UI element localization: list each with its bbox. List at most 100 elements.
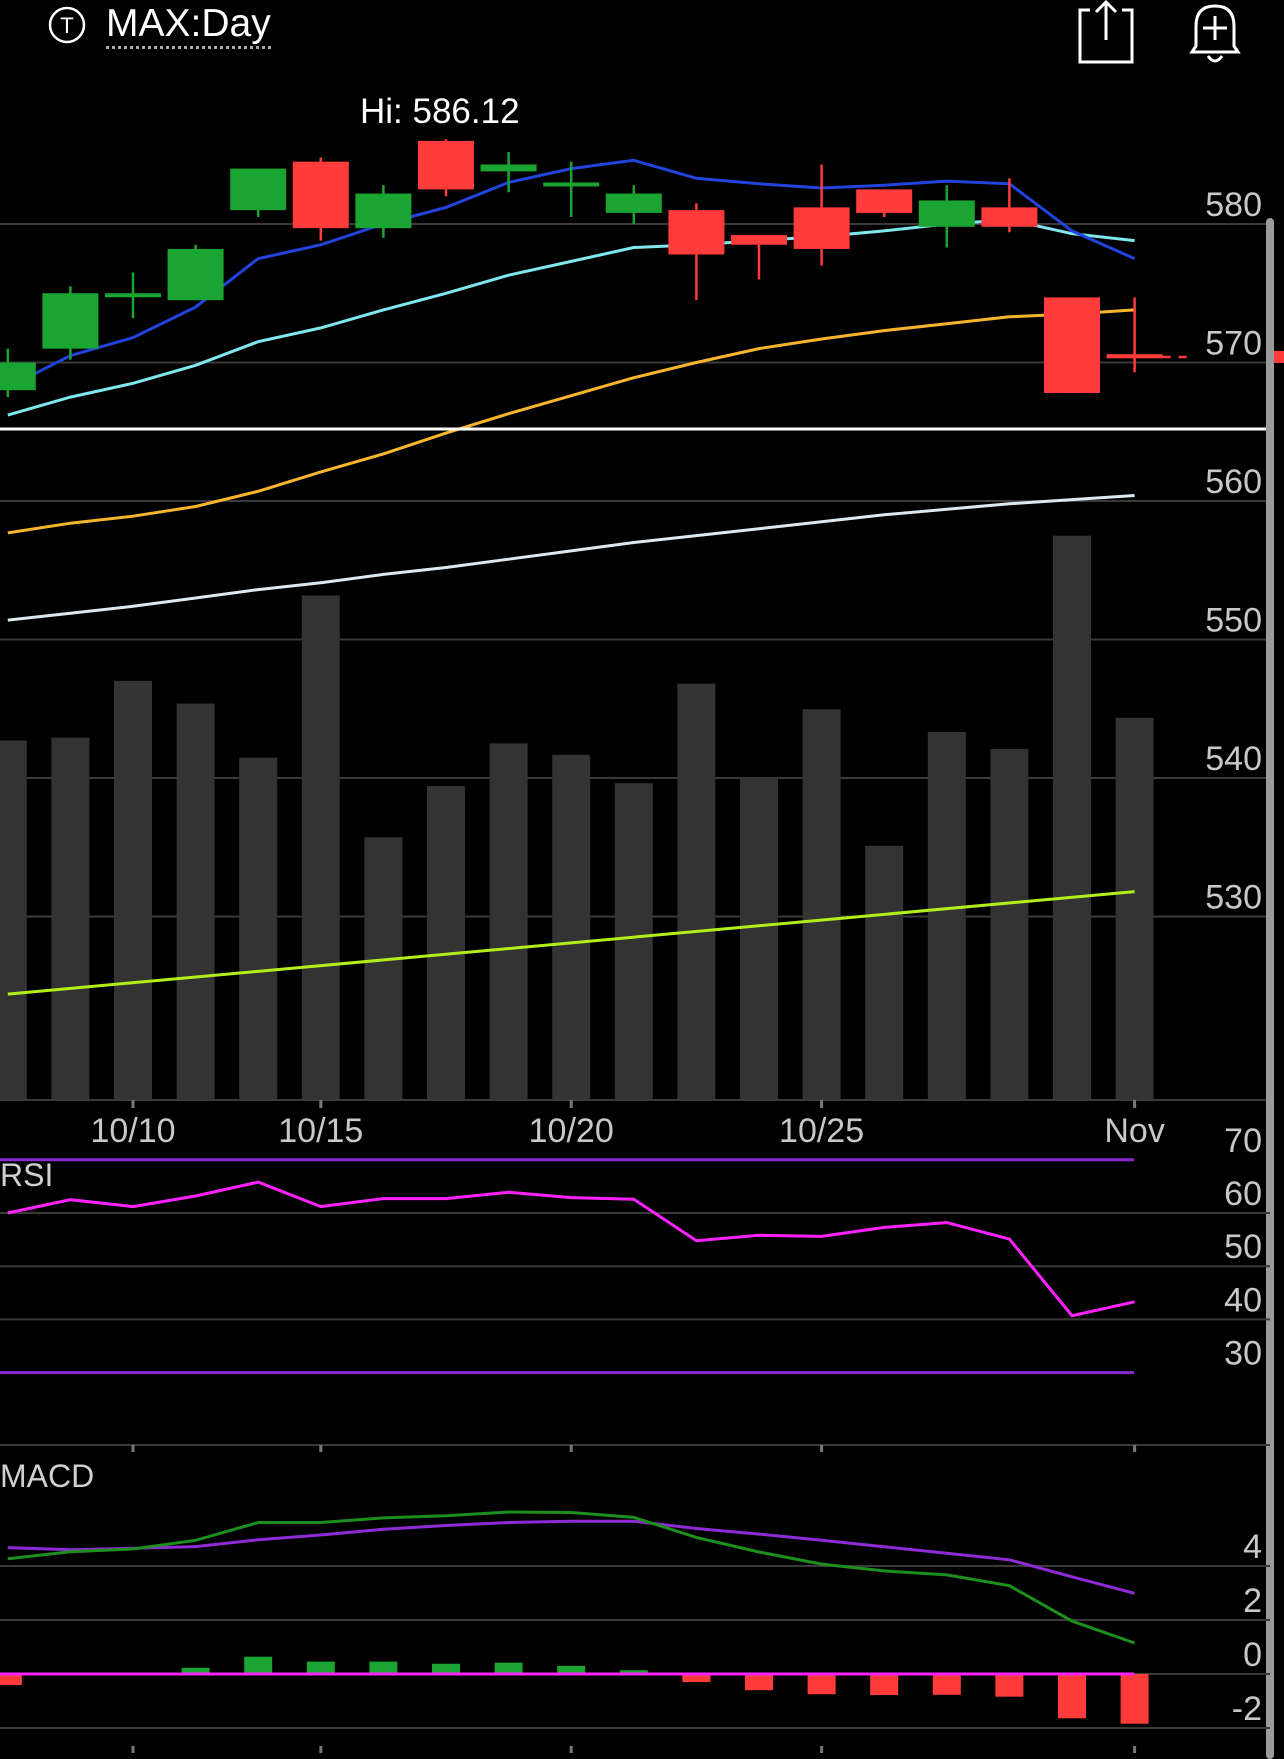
- volume-bar: [1053, 535, 1091, 1099]
- volume-bar: [802, 709, 841, 1099]
- candle-body: [793, 207, 850, 249]
- candle-body: [230, 168, 287, 211]
- add-alert-bell-icon[interactable]: [1182, 0, 1248, 66]
- macd-line: [7, 1510, 1136, 1645]
- ma-orange-line: [7, 308, 1135, 535]
- volume-bar: [990, 749, 1029, 1099]
- macd-histogram-bar: [181, 1667, 210, 1674]
- candle-body: [1044, 297, 1100, 393]
- volume-bars: [0, 535, 1154, 1099]
- date-tick-label: Nov: [1104, 1112, 1164, 1150]
- candle: [731, 235, 787, 280]
- candle: [42, 286, 99, 360]
- candle-body: [668, 210, 725, 255]
- rsi-tick-label: 50: [1224, 1228, 1262, 1266]
- candle-body: [418, 140, 474, 190]
- volume-bar: [927, 731, 966, 1099]
- candle-body: [167, 248, 224, 301]
- volume-bar: [427, 786, 465, 1099]
- date-axis-labels: 10/10 10/15 10/20 10/25 Nov: [90, 1100, 1165, 1150]
- ma-lime-line: [7, 890, 1135, 996]
- candle: [167, 244, 224, 301]
- rsi-title: RSI: [0, 1157, 53, 1193]
- price-tick-label: 570: [1205, 325, 1262, 363]
- macd-histogram-bar: [619, 1670, 648, 1674]
- macd-histogram-bar: [244, 1656, 273, 1674]
- macd-tick-label: -2: [1232, 1690, 1262, 1728]
- price-tick-label: 580: [1205, 186, 1262, 224]
- candle: [543, 161, 600, 218]
- date-tick-label: 10/15: [278, 1112, 363, 1150]
- candle: [918, 185, 975, 248]
- candle: [1106, 297, 1163, 373]
- candle-body: [856, 189, 913, 213]
- candle-body: [480, 164, 537, 172]
- share-icon[interactable]: [1076, 0, 1136, 66]
- candle-body: [355, 193, 412, 229]
- candle: [981, 178, 1038, 233]
- volume-bar: [301, 595, 340, 1099]
- volume-bar: [176, 703, 215, 1099]
- rsi-tick-label: 30: [1224, 1335, 1262, 1373]
- volume-bar: [614, 783, 653, 1099]
- macd-histogram-bar: [807, 1674, 836, 1695]
- last-price-marker: [1272, 350, 1284, 363]
- macd-histogram-bar: [995, 1674, 1024, 1697]
- macd-histogram-bar: [1058, 1674, 1086, 1719]
- volume-bar: [1115, 717, 1154, 1099]
- candle-body: [605, 193, 662, 213]
- chart-scrollbar[interactable]: [1266, 218, 1274, 1759]
- price-tick-label: 530: [1205, 879, 1262, 917]
- candle-body: [731, 235, 787, 245]
- volume-bar: [489, 743, 528, 1099]
- macd-tick-label: 2: [1243, 1582, 1262, 1620]
- candle-body: [105, 293, 161, 298]
- volume-bar: [740, 777, 778, 1099]
- candle: [230, 168, 287, 218]
- date-tick-label: 10/10: [90, 1112, 175, 1150]
- symbol-timeframe-selector[interactable]: MAX:Day: [106, 2, 271, 49]
- candle: [793, 164, 850, 266]
- macd-tick-label: 0: [1243, 1636, 1262, 1674]
- macd-pane: MACD 4 2 0 -2: [0, 1458, 1270, 1753]
- date-tick-label: 10/20: [529, 1112, 614, 1150]
- macd-histogram-bar: [432, 1663, 460, 1674]
- candle-body: [981, 207, 1038, 227]
- svg-text:T: T: [60, 13, 73, 38]
- candle: [605, 185, 662, 224]
- macd-histogram-bar: [682, 1674, 711, 1683]
- candle-body: [42, 293, 99, 349]
- ticker-type-icon: T: [48, 6, 86, 44]
- ma-white-line: [7, 494, 1135, 622]
- volume-bar: [364, 837, 403, 1099]
- rsi-pane: RSI 70 60 50 40 30: [0, 1122, 1270, 1452]
- candle-body: [543, 182, 600, 187]
- rsi-line: [7, 1180, 1135, 1318]
- rsi-tick-label: 40: [1224, 1281, 1262, 1319]
- candle: [1044, 297, 1100, 393]
- candle-body: [0, 362, 36, 391]
- candle: [0, 348, 36, 398]
- price-tick-label: 560: [1205, 463, 1262, 501]
- candle: [292, 157, 349, 241]
- volume-bar: [677, 683, 716, 1099]
- volume-bar: [239, 757, 278, 1099]
- macd-histogram-bar: [369, 1661, 398, 1674]
- rsi-tick-label: 70: [1224, 1122, 1262, 1160]
- macd-histogram-bar: [932, 1674, 961, 1695]
- macd-signal-line: [7, 1519, 1135, 1595]
- volume-bar: [865, 845, 904, 1099]
- candle-body: [1106, 354, 1163, 359]
- candle: [668, 203, 725, 301]
- candle: [856, 189, 913, 218]
- volume-bar: [51, 737, 90, 1099]
- macd-histogram-bar: [0, 1674, 22, 1686]
- candle: [105, 272, 161, 319]
- candle: [355, 185, 412, 238]
- macd-histogram-bar: [745, 1674, 773, 1691]
- candlesticks: [0, 139, 1163, 398]
- volume-bar: [552, 754, 591, 1099]
- volume-bar: [0, 740, 27, 1099]
- date-tick-label: 10/25: [779, 1112, 864, 1150]
